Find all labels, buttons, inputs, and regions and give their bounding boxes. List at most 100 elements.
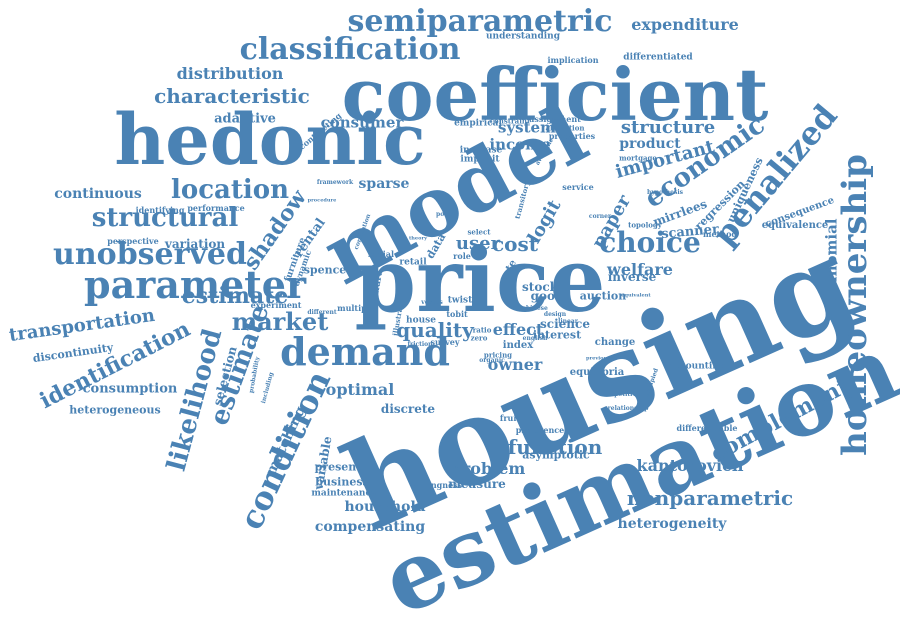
cloud-word: effect xyxy=(492,320,544,339)
cloud-word: estimate xyxy=(181,283,289,309)
cloud-word: different xyxy=(307,309,337,316)
cloud-word: optimal xyxy=(325,380,395,399)
cloud-word: topology xyxy=(628,220,662,230)
cloud-word: design xyxy=(543,311,567,318)
cloud-word: survey xyxy=(430,337,460,347)
cloud-word: preference xyxy=(515,425,565,435)
cloud-word: tobit xyxy=(446,309,468,319)
cloud-word: implication xyxy=(547,55,599,65)
cloud-word: location xyxy=(170,175,290,205)
cloud-word: quality xyxy=(396,318,474,342)
cloud-word: continuous xyxy=(54,186,142,202)
cloud-word: discrete xyxy=(380,402,436,416)
cloud-word: equivalent xyxy=(621,292,651,299)
cloud-word: parameter xyxy=(84,262,306,307)
cloud-word: experiment xyxy=(250,300,302,310)
cloud-word: versus xyxy=(421,299,443,306)
cloud-word: role xyxy=(453,251,471,261)
cloud-word: pricing xyxy=(483,350,513,360)
cloud-word: present xyxy=(314,460,362,474)
cloud-word: interest xyxy=(532,328,582,342)
cloud-word: willingness xyxy=(411,480,463,490)
cloud-word: linear xyxy=(558,318,578,325)
cloud-word: expenditure xyxy=(631,15,739,34)
cloud-word: index xyxy=(502,340,534,351)
cloud-word: coefficient xyxy=(341,52,769,137)
cloud-word: consumer xyxy=(320,113,404,132)
cloud-word: policy xyxy=(436,211,456,218)
cloud-word: sparse xyxy=(358,176,410,192)
cloud-word: friction xyxy=(407,341,433,348)
cloud-word: semiparametric xyxy=(347,4,613,39)
cloud-word: spence xyxy=(303,263,347,277)
cloud-word: framework xyxy=(316,179,354,186)
cloud-word: market xyxy=(231,307,329,336)
cloud-word: function xyxy=(507,435,603,459)
cloud-word: household xyxy=(344,499,426,515)
cloud-word: method xyxy=(703,229,737,239)
cloud-word: consumption xyxy=(82,381,178,397)
cloud-word: structure xyxy=(620,117,716,138)
cloud-word: multiple xyxy=(337,303,375,313)
cloud-word: differentiated xyxy=(623,52,693,63)
cloud-word: business xyxy=(315,475,369,489)
cloud-word: science xyxy=(540,317,590,331)
cloud-word: select xyxy=(467,227,491,237)
cloud-word: procedure xyxy=(307,197,337,204)
cloud-word: differentiable xyxy=(676,423,738,433)
cloud-word: change xyxy=(594,337,636,348)
cloud-word: implicit xyxy=(460,154,500,165)
cloud-word: user xyxy=(455,233,501,254)
cloud-word: social xyxy=(368,249,394,259)
cloud-word: zero xyxy=(470,333,488,343)
cloud-word: twist xyxy=(447,295,473,306)
cloud-word: hypothesis xyxy=(646,189,684,196)
cloud-word: structural xyxy=(91,203,239,233)
cloud-word: relationship xyxy=(607,405,649,412)
cloud-word: distribution xyxy=(176,64,284,83)
cloud-word: performance xyxy=(187,203,245,213)
cloud-word: empirical xyxy=(454,118,502,129)
cloud-word: house xyxy=(406,315,436,326)
cloud-word: service xyxy=(562,182,594,192)
cloud-word: choice xyxy=(599,226,701,259)
cloud-word: good xyxy=(530,289,564,303)
cloud-word: homeownership xyxy=(835,154,875,456)
cloud-word: characteristic xyxy=(154,84,310,108)
cloud-word: multinomial xyxy=(822,218,841,322)
cloud-word: kantorovich xyxy=(636,456,744,475)
cloud-word: assignment xyxy=(529,114,581,124)
cloud-word: system xyxy=(498,118,556,137)
cloud-word: maintenance xyxy=(311,488,377,499)
cloud-word: properties xyxy=(548,131,596,141)
cloud-word: stock xyxy=(522,280,558,294)
cloud-word: auction xyxy=(579,289,627,303)
cloud-word: equivalence xyxy=(761,220,829,231)
cloud-word: retail xyxy=(399,257,427,268)
cloud-word: cost xyxy=(491,232,539,256)
cloud-word: price xyxy=(354,228,606,332)
cloud-word: nonparametric xyxy=(626,486,794,510)
cloud-word: allocation xyxy=(545,123,585,133)
cloud-word: theory xyxy=(408,235,428,242)
cloud-word: measure xyxy=(448,477,506,491)
cloud-word: including xyxy=(259,371,276,405)
cloud-word: mortgage xyxy=(619,153,657,163)
cloud-word: variation xyxy=(164,237,226,251)
cloud-word: constraint xyxy=(489,116,531,126)
cloud-word: unobserved xyxy=(53,237,247,272)
cloud-word: demand xyxy=(280,329,450,374)
cloud-word: compensating xyxy=(314,519,426,535)
cloud-word: previous xyxy=(586,355,610,362)
cloud-word: heterogeneity xyxy=(617,516,727,532)
cloud-word: welfare xyxy=(607,260,673,279)
cloud-word: product xyxy=(619,136,681,152)
cloud-word: understanding xyxy=(486,31,560,42)
cloud-word: competitive xyxy=(600,391,640,398)
cloud-word: problem xyxy=(450,459,526,478)
cloud-word: equilibria xyxy=(569,367,625,378)
cloud-word: perspective xyxy=(107,236,159,246)
cloud-word: fruit xyxy=(499,413,521,423)
cloud-word: hedonic xyxy=(114,98,426,181)
